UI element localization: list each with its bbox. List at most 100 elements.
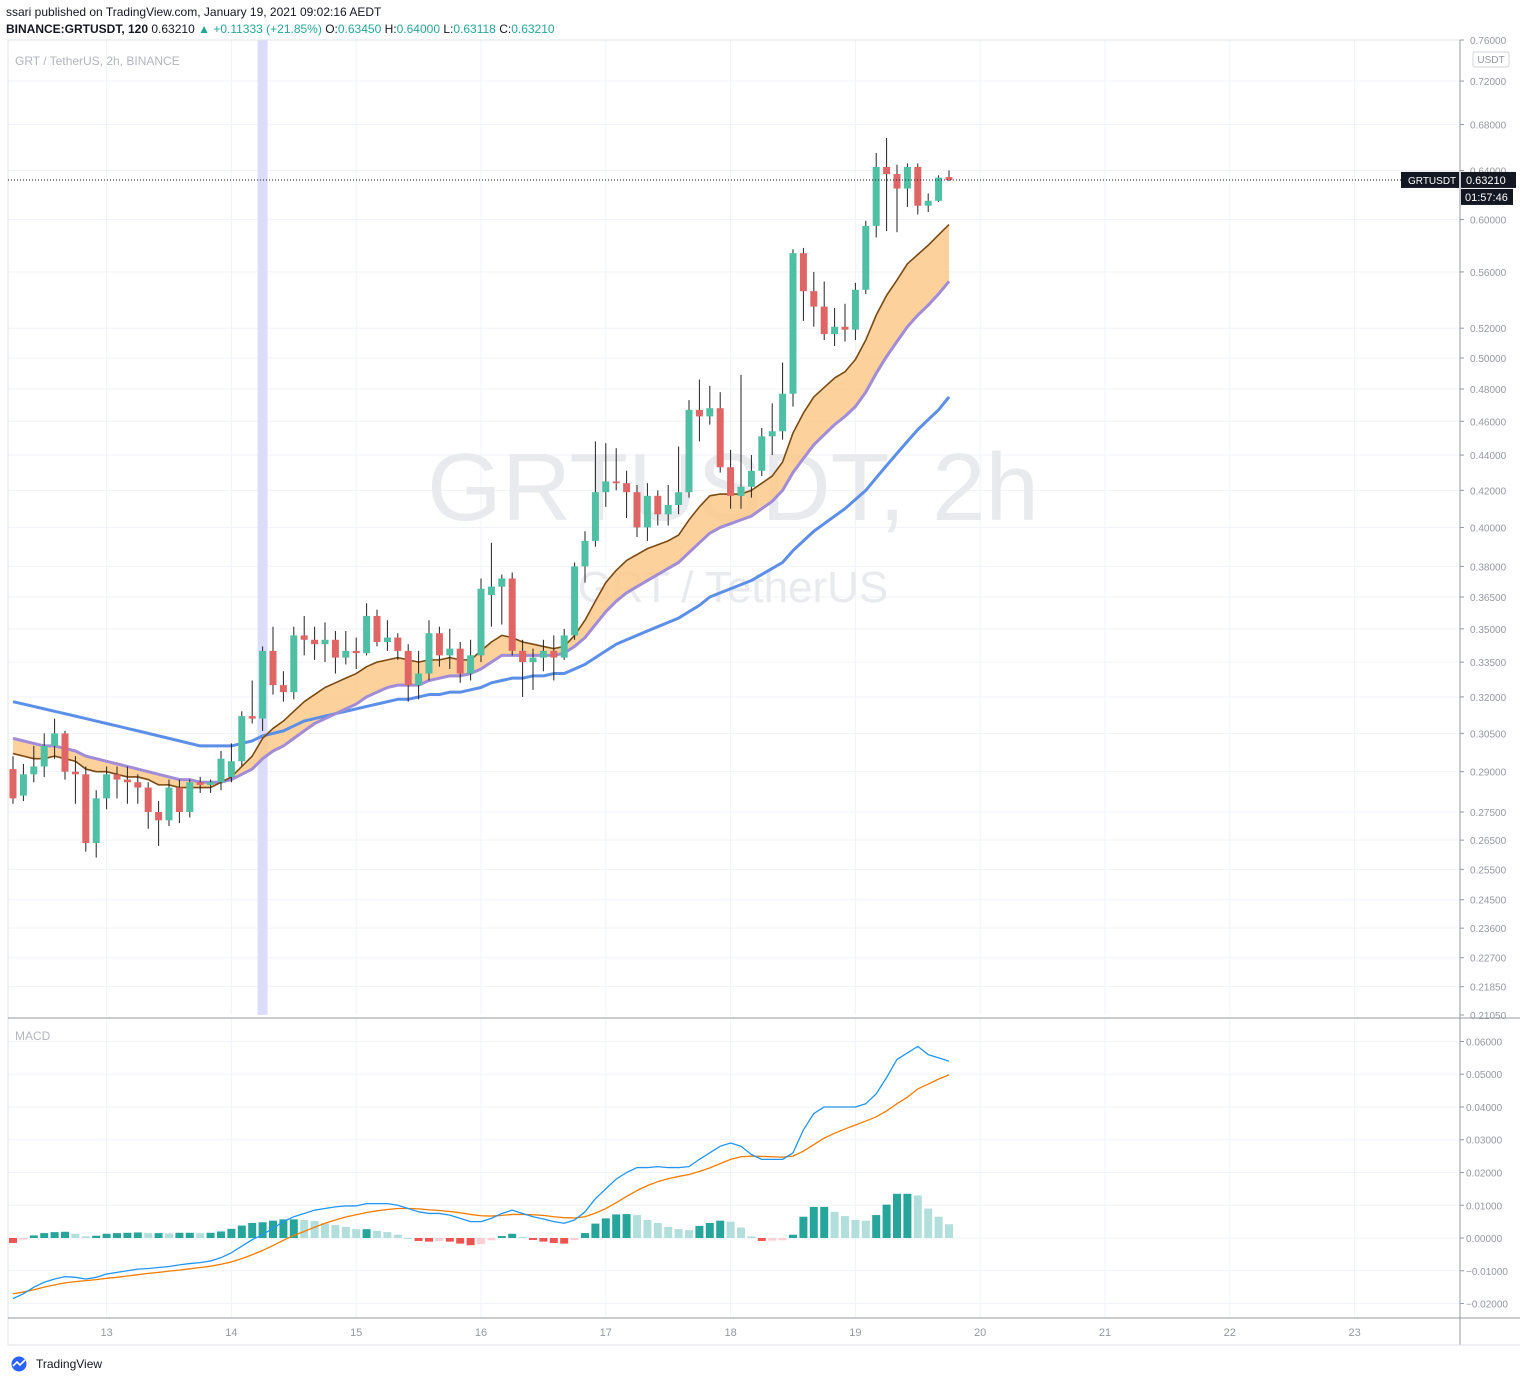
macd-legend: MACD — [15, 1029, 51, 1043]
macd-histogram-bar — [40, 1233, 49, 1239]
macd-histogram-bar — [653, 1222, 662, 1239]
macd-histogram-bar — [591, 1223, 600, 1239]
candle-body — [425, 633, 433, 674]
macd-histogram-bar — [841, 1216, 849, 1239]
macd-histogram-bar — [227, 1228, 236, 1239]
time-axis[interactable]: 13 14 15 16 17 18 19 20 21 22 23 — [100, 1327, 1360, 1339]
candle-body — [227, 761, 235, 777]
macd-histogram-bar — [466, 1238, 475, 1246]
price-tick-label: 0.44000 — [1470, 451, 1507, 462]
candle-body — [123, 779, 131, 783]
macd-histogram-bar — [154, 1233, 163, 1239]
macd-histogram-bar — [778, 1238, 787, 1241]
candle-body — [591, 492, 599, 541]
candle-body — [539, 650, 547, 658]
price-tick-label: 0.72000 — [1470, 77, 1507, 88]
price-tick-label: 0.48000 — [1470, 385, 1507, 396]
candle-body — [654, 495, 662, 515]
candles — [9, 137, 953, 858]
candle-body — [695, 409, 703, 417]
candle-body — [727, 467, 735, 496]
macd-tick-label: 0.04000 — [1466, 1103, 1503, 1114]
macd-axis[interactable]: 0.06000 0.05000 0.04000 0.03000 0.02000 0.010… — [1460, 1037, 1508, 1311]
currency-badge[interactable]: USDT — [1472, 51, 1510, 68]
candle-body — [883, 166, 891, 175]
macd-histogram-bar — [352, 1229, 361, 1239]
price-tick-label: 0.46000 — [1470, 417, 1507, 428]
low-label: L: — [443, 22, 454, 36]
macd-histogram-bar — [820, 1206, 829, 1239]
candle-body — [903, 166, 911, 189]
macd-histogram-bar — [893, 1193, 901, 1239]
macd-histogram-bar — [237, 1225, 246, 1239]
macd-histogram-bar — [633, 1215, 641, 1239]
price-tick-label: 0.26500 — [1470, 836, 1507, 847]
macd-histogram-bar — [196, 1233, 205, 1239]
macd-tick-label: 0.01000 — [1466, 1201, 1503, 1212]
macd-tick-label: −0.01000 — [1466, 1267, 1508, 1278]
candle-body — [612, 481, 620, 484]
publisher-text: ssari published on TradingView.com, Janu… — [6, 5, 382, 19]
price-tick-label: 0.33500 — [1470, 658, 1507, 669]
price-tick-label: 0.27500 — [1470, 808, 1507, 819]
time-tick-label: 15 — [350, 1327, 362, 1339]
price-tick-label: 0.35000 — [1470, 625, 1507, 636]
currency-label: USDT — [1477, 55, 1504, 66]
close-value: 0.63210 — [511, 22, 555, 36]
candle-body — [155, 812, 163, 821]
macd-histogram-bar — [726, 1221, 735, 1239]
macd-histogram-bar — [685, 1230, 693, 1239]
macd-histogram-bar — [9, 1238, 17, 1243]
macd-histogram-bar — [113, 1233, 121, 1239]
candle-body — [373, 615, 381, 642]
price-tick-label: 0.23600 — [1470, 924, 1507, 935]
candle-body — [758, 436, 766, 471]
time-tick-label: 19 — [849, 1327, 861, 1339]
candle-body — [643, 495, 651, 528]
macd-histogram-bar — [102, 1233, 111, 1239]
open-label: O: — [325, 22, 338, 36]
candle-body — [290, 635, 298, 693]
candle-body — [872, 166, 880, 226]
macd-histogram-bar — [445, 1238, 454, 1242]
candle-body — [9, 769, 17, 799]
candle-body — [144, 787, 152, 813]
publisher-line: ssari published on TradingView.com, Janu… — [6, 5, 381, 19]
macd-histogram-bar — [217, 1231, 225, 1239]
candle-body — [113, 774, 121, 780]
footer-brand[interactable]: TradingView — [8, 1356, 102, 1372]
candle-body — [560, 635, 568, 658]
candle-body — [935, 177, 943, 201]
macd-histogram-bar — [362, 1229, 371, 1239]
macd-histogram-bar — [175, 1232, 184, 1239]
candle-body — [487, 586, 495, 595]
macd-histogram-bar — [383, 1232, 392, 1239]
macd-histogram-bar — [643, 1220, 652, 1239]
macd-histogram-bar — [289, 1219, 298, 1239]
ema-band — [13, 224, 949, 788]
candle-body — [352, 650, 360, 654]
candle-body — [716, 408, 724, 468]
candle-body — [633, 492, 641, 528]
macd-histogram-bar — [185, 1232, 194, 1239]
main-legend: GRT / TetherUS, 2h, BINANCE — [15, 54, 180, 68]
macd-histogram-bar — [913, 1195, 922, 1239]
candle-body — [508, 578, 516, 651]
highlight-band — [257, 40, 268, 1015]
macd-histogram-bar — [882, 1204, 891, 1239]
candle-body — [945, 177, 953, 180]
candle-body — [342, 650, 350, 658]
candle-body — [831, 326, 839, 335]
candle-body — [321, 639, 329, 645]
macd-histogram-bar — [737, 1227, 745, 1239]
price-tick-label: 0.25500 — [1470, 865, 1507, 876]
macd-histogram-bar — [258, 1222, 267, 1239]
price-tick-label: 0.50000 — [1470, 354, 1507, 365]
countdown-bg — [1461, 188, 1513, 205]
macd-tick-label: 0.06000 — [1466, 1037, 1503, 1048]
candle-body — [92, 798, 100, 844]
macd-histogram-bar — [279, 1219, 288, 1239]
candle-body — [279, 685, 287, 693]
candle-body — [30, 766, 38, 775]
